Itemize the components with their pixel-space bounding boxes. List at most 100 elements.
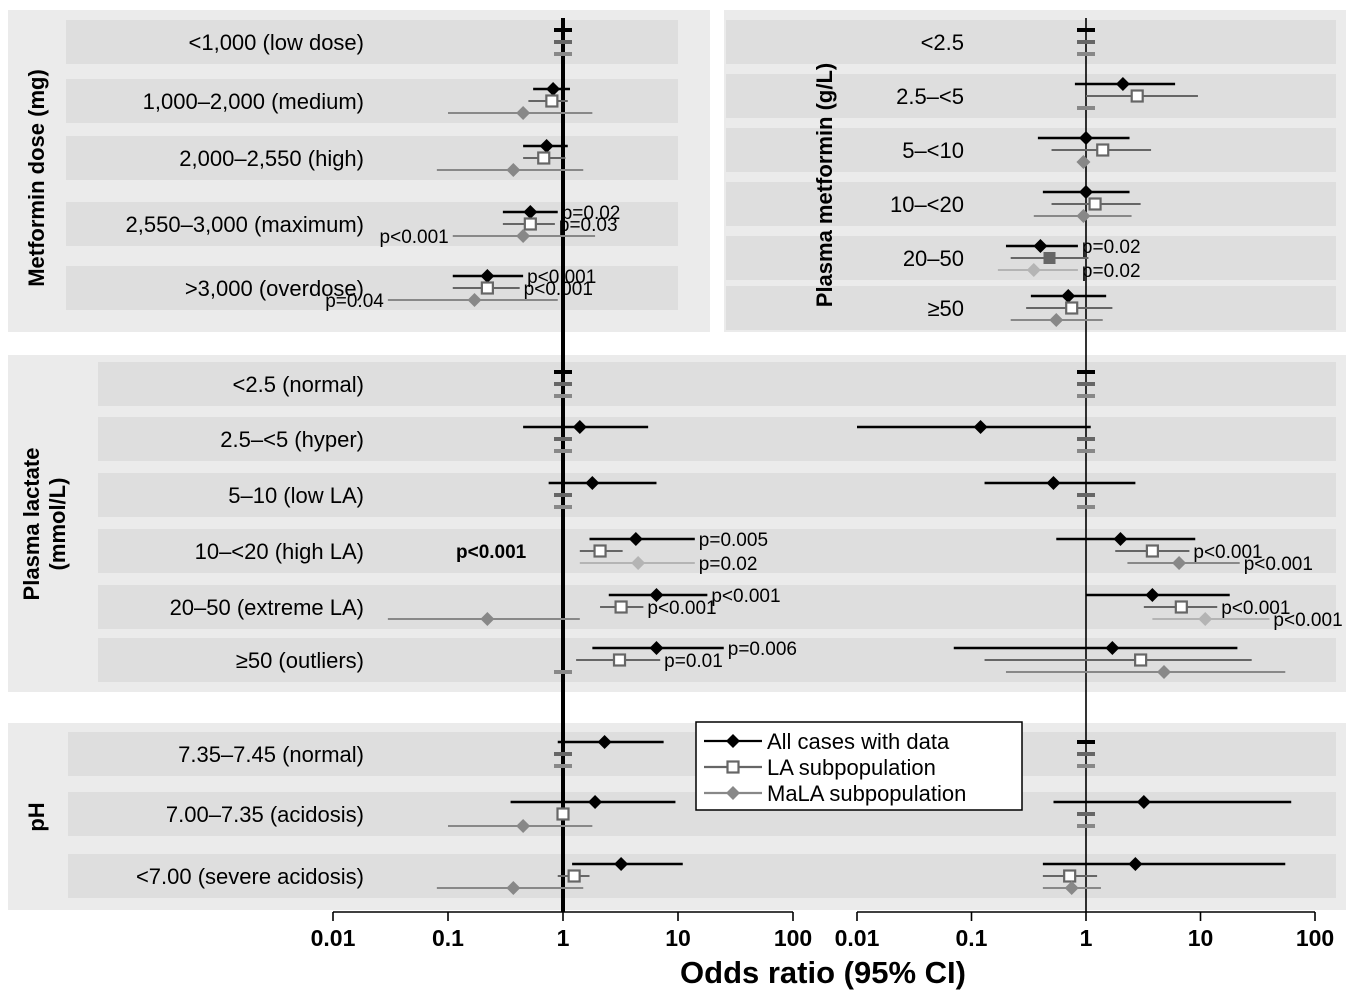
marker-la [537, 151, 551, 165]
row-background [66, 202, 678, 246]
row-label: 1,000–2,000 (medium) [143, 89, 364, 114]
marker-all [973, 420, 988, 434]
marker-la [1043, 252, 1056, 264]
group-label: pH [24, 802, 49, 831]
ref-dash-mala [1077, 106, 1095, 110]
row-label: 2.5–<5 [896, 84, 964, 109]
marker-la [593, 544, 607, 558]
p-value-label: p=0.02 [562, 203, 621, 224]
row-label: 5–<10 [902, 138, 964, 163]
marker-all [1145, 588, 1160, 602]
p-value-label: p<0.001 [1273, 610, 1342, 631]
marker-mala [516, 106, 531, 120]
marker-la [1088, 197, 1102, 211]
marker-mala [480, 612, 495, 626]
marker-mala [631, 556, 646, 570]
marker-la [567, 869, 581, 883]
row-backgrounds [66, 20, 1336, 898]
x-axes: 0.01 0.1 1 10 100 0.01 0.1 1 10 100 [311, 911, 1334, 951]
marker-all [1105, 641, 1120, 655]
marker-mala [1172, 556, 1187, 570]
x-tick-label: 0.1 [432, 925, 464, 951]
marker-all [614, 857, 629, 871]
row-background [98, 417, 1336, 461]
marker-all [588, 795, 603, 809]
row-label: 10–<20 (high LA) [195, 539, 364, 564]
ref-dash-la [1077, 752, 1095, 756]
marker-all [546, 82, 561, 96]
marker-all [1033, 239, 1048, 253]
marker-la [1063, 869, 1077, 883]
marker-all [539, 139, 554, 153]
row-label: 5–10 (low LA) [228, 483, 364, 508]
marker-mala [467, 293, 482, 307]
legend-label: MaLA subpopulation [767, 781, 966, 806]
group-label: (mmol/L) [45, 478, 70, 571]
row-label: 2,550–3,000 (maximum) [126, 212, 364, 237]
marker-all [628, 532, 643, 546]
marker-all [649, 588, 664, 602]
ref-dash-mala [1077, 394, 1095, 398]
marker-la [1174, 600, 1188, 614]
row-labels: <1,000 (low dose) 1,000–2,000 (medium) 2,0… [126, 30, 964, 889]
x-tick-label: 0.01 [311, 925, 356, 951]
ref-dash-la [1077, 382, 1095, 386]
ref-dash-mala [1077, 52, 1095, 56]
row-label: 20–50 (extreme LA) [170, 595, 364, 620]
legend-marker [726, 760, 740, 774]
marker-la [614, 600, 628, 614]
marker-all [597, 735, 612, 749]
marker-la [1065, 301, 1079, 315]
row-background [66, 136, 678, 180]
row-label: <2.5 (normal) [233, 372, 364, 397]
p-value-label: p<0.001 [524, 279, 593, 300]
row-label: 10–<20 [890, 192, 964, 217]
marker-mala [516, 229, 531, 243]
ref-dash-mala [554, 670, 572, 674]
marker-mala [1049, 313, 1064, 327]
legend-label: LA subpopulation [767, 755, 936, 780]
ref-dash-all [554, 370, 572, 374]
p-value-label: p=0.006 [728, 639, 797, 660]
marker-mala [516, 819, 531, 833]
marker-all [1079, 185, 1093, 199]
ref-dash-all [1077, 740, 1095, 744]
marker-all [1046, 476, 1061, 490]
legend-label: All cases with data [767, 729, 950, 754]
ref-dash-la [1077, 437, 1095, 441]
panel-p-value: p<0.001 [456, 542, 527, 563]
ref-dash-la [554, 493, 572, 497]
p-value-label: p<0.001 [380, 227, 449, 248]
marker-la [1145, 544, 1159, 558]
group-labels: Metformin dose (mg) Plasma metformin (g/L… [19, 63, 837, 832]
x-tick-label: 1 [557, 925, 570, 951]
row-background [726, 128, 1336, 172]
marker-mala [506, 881, 521, 895]
ref-dash-la [1077, 812, 1095, 816]
ref-dash-all [554, 28, 572, 32]
marker-la [1096, 143, 1110, 157]
x-axis-title: Odds ratio (95% CI) [680, 955, 966, 990]
row-label: >3,000 (overdose) [185, 276, 364, 301]
row-background [726, 182, 1336, 226]
group-label: Plasma metformin (g/L) [812, 63, 837, 307]
p-value-label: p=0.04 [325, 291, 384, 312]
ref-dash-mala [554, 449, 572, 453]
marker-all [523, 205, 538, 219]
marker-all [1136, 795, 1151, 809]
row-background [98, 585, 1336, 629]
marker-la [523, 217, 537, 231]
marker-la [545, 94, 559, 108]
p-value-labels: p=0.02p=0.03p<0.001p<0.001p<0.001p=0.04p… [325, 203, 1342, 672]
row-label: 7.00–7.35 (acidosis) [166, 802, 364, 827]
x-tick-label: 100 [1296, 925, 1334, 951]
ref-dash-mala [1077, 824, 1095, 828]
marker-la [556, 807, 570, 821]
ref-dash-la [554, 40, 572, 44]
p-value-label: p=0.02 [699, 554, 758, 575]
x-tick-label: 10 [1188, 925, 1214, 951]
row-background [726, 74, 1336, 118]
p-value-label: p<0.001 [647, 598, 716, 619]
row-label: <2.5 [921, 30, 964, 55]
